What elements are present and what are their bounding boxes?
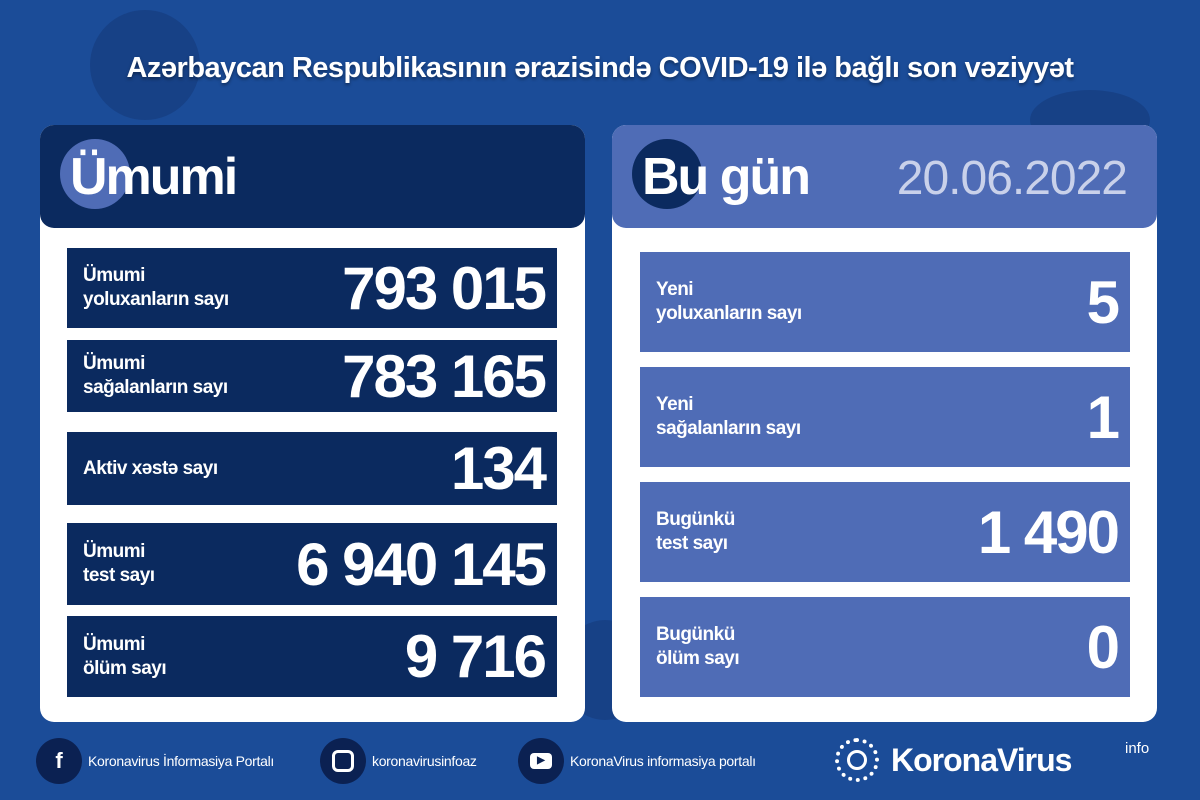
instagram-icon (320, 738, 366, 784)
stat-value: 6 940 145 (296, 530, 547, 598)
virus-icon (632, 139, 702, 209)
stat-value: 5 (1086, 268, 1120, 336)
facebook-link[interactable]: f Koronavirus İnformasiya Portalı (36, 737, 274, 785)
stat-row: Bugünkü ölüm sayı 0 (640, 597, 1130, 697)
facebook-icon: f (36, 738, 82, 784)
youtube-icon: ▶ (518, 738, 564, 784)
stat-row: Aktiv xəstə sayı 134 (67, 432, 557, 505)
today-heading: Bu gün (642, 148, 811, 206)
today-card: Bu gün 20.06.2022 Yeni yoluxanların sayı… (612, 125, 1157, 722)
stat-value: 0 (1086, 613, 1120, 681)
today-header: Bu gün 20.06.2022 (612, 125, 1157, 228)
stat-value: 1 490 (977, 498, 1120, 566)
stat-row: Ümumi yoluxanların sayı 793 015 (67, 248, 557, 328)
stat-value: 783 165 (342, 342, 547, 410)
stat-value: 1 (1086, 383, 1120, 451)
instagram-link[interactable]: koronavirusinfoaz (320, 737, 477, 785)
stat-label: Yeni sağalanların sayı (656, 394, 801, 439)
sun-icon (835, 738, 879, 782)
stat-label: Yeni yoluxanların sayı (656, 279, 802, 324)
stat-value: 134 (450, 435, 547, 502)
total-header: Ümumi (40, 125, 585, 228)
stat-row: Bugünkü test sayı 1 490 (640, 482, 1130, 582)
virus-decoration (90, 10, 200, 120)
stat-label: Ümumi test sayı (83, 541, 155, 586)
stat-value: 9 716 (404, 623, 547, 690)
stat-row: Yeni sağalanların sayı 1 (640, 367, 1130, 467)
stat-label: Ümumi yoluxanların sayı (83, 265, 229, 310)
total-card: Ümumi Ümumi yoluxanların sayı 793 015 Ümum… (40, 125, 585, 722)
stat-value: 793 015 (342, 254, 547, 322)
stat-row: Yeni yoluxanların sayı 5 (640, 252, 1130, 352)
virus-icon (60, 139, 130, 209)
stat-label: Bugünkü ölüm sayı (656, 624, 740, 669)
stat-row: Ümumi sağalanların sayı 783 165 (67, 340, 557, 412)
stat-label: Ümumi sağalanların sayı (83, 353, 228, 398)
logo-sup: info (1125, 740, 1150, 757)
stat-label: Ümumi ölüm sayı (83, 633, 167, 679)
date: 20.06.2022 (896, 152, 1128, 205)
stat-label: Bugünkü test sayı (656, 509, 735, 554)
stat-row: Ümumi ölüm sayı 9 716 (67, 616, 557, 697)
stat-row: Ümumi test sayı 6 940 145 (67, 523, 557, 605)
koronavirus-logo: KoronaVirus (835, 738, 1072, 782)
total-heading: Ümumi (70, 148, 238, 206)
stat-label: Aktiv xəstə sayı (83, 457, 218, 479)
youtube-link[interactable]: ▶ KoronaVirus informasiya portalı (518, 737, 756, 785)
page-title: Azərbaycan Respublikasının ərazisində CO… (126, 52, 1074, 84)
